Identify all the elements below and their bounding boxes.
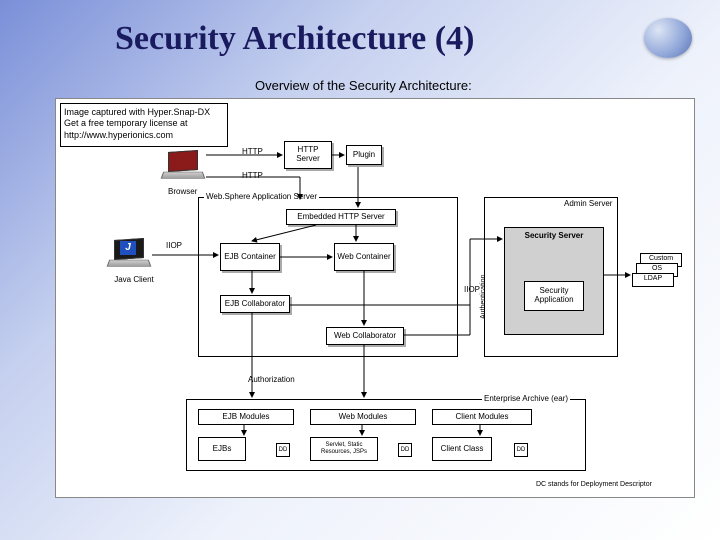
browser-label: Browser: [168, 187, 197, 196]
java-client-icon: J: [108, 239, 150, 271]
dd-box-2: DD: [398, 443, 412, 457]
ejb-collab-box: EJB Collaborator: [220, 295, 290, 313]
plugin-box: Plugin: [346, 145, 382, 165]
websphere-container-label: Web.Sphere Application Server: [204, 192, 319, 201]
ejb-modules-box: EJB Modules: [198, 409, 294, 425]
ldap-box: LDAP: [632, 273, 674, 287]
watermark-line2: Get a free temporary license at: [64, 118, 224, 129]
authentication-label: Authentication: [480, 275, 487, 319]
ejb-container-box: EJB Container: [220, 243, 280, 271]
ear-container-label: Enterprise Archive (ear): [482, 394, 570, 403]
http-label-1: HTTP: [242, 147, 263, 156]
http-server-box: HTTP Server: [284, 141, 332, 169]
web-container-box: Web Container: [334, 243, 394, 271]
registry-stack: Custom OS LDAP: [632, 253, 686, 305]
web-modules-box: Web Modules: [310, 409, 416, 425]
watermark-line3: http://www.hyperionics.com: [64, 130, 224, 141]
security-server-box: Security Server Security Application: [504, 227, 604, 335]
iiop-label-2: IIOP: [464, 285, 480, 294]
admin-server-label: Admin Server: [562, 199, 614, 208]
web-collab-box: Web Collaborator: [326, 327, 404, 345]
servlet-box: Servlet, Static Resources, JSPs: [310, 437, 378, 461]
footer-note: DC stands for Deployment Descriptor: [536, 481, 652, 488]
client-modules-box: Client Modules: [432, 409, 532, 425]
iiop-label-1: IIOP: [166, 241, 182, 250]
diagram-canvas: Image captured with Hyper.Snap-DX Get a …: [55, 98, 695, 498]
http-label-2: HTTP: [242, 171, 263, 180]
slide-subtitle: Overview of the Security Architecture:: [255, 78, 472, 93]
watermark-line1: Image captured with Hyper.Snap-DX: [64, 107, 224, 118]
ejbs-box: EJBs: [198, 437, 246, 461]
embedded-http-box: Embedded HTTP Server: [286, 209, 396, 225]
dd-box-3: DD: [514, 443, 528, 457]
security-server-label: Security Server: [507, 232, 601, 241]
dd-box-1: DD: [276, 443, 290, 457]
browser-icon: [162, 151, 204, 183]
client-class-box: Client Class: [432, 437, 492, 461]
slide-title: Security Architecture (4): [115, 20, 474, 58]
authorization-label: Authorization: [248, 375, 295, 384]
slide-logo-icon: [644, 18, 692, 58]
watermark-box: Image captured with Hyper.Snap-DX Get a …: [60, 103, 228, 147]
security-app-box: Security Application: [524, 281, 584, 311]
java-client-label: Java Client: [114, 275, 154, 284]
